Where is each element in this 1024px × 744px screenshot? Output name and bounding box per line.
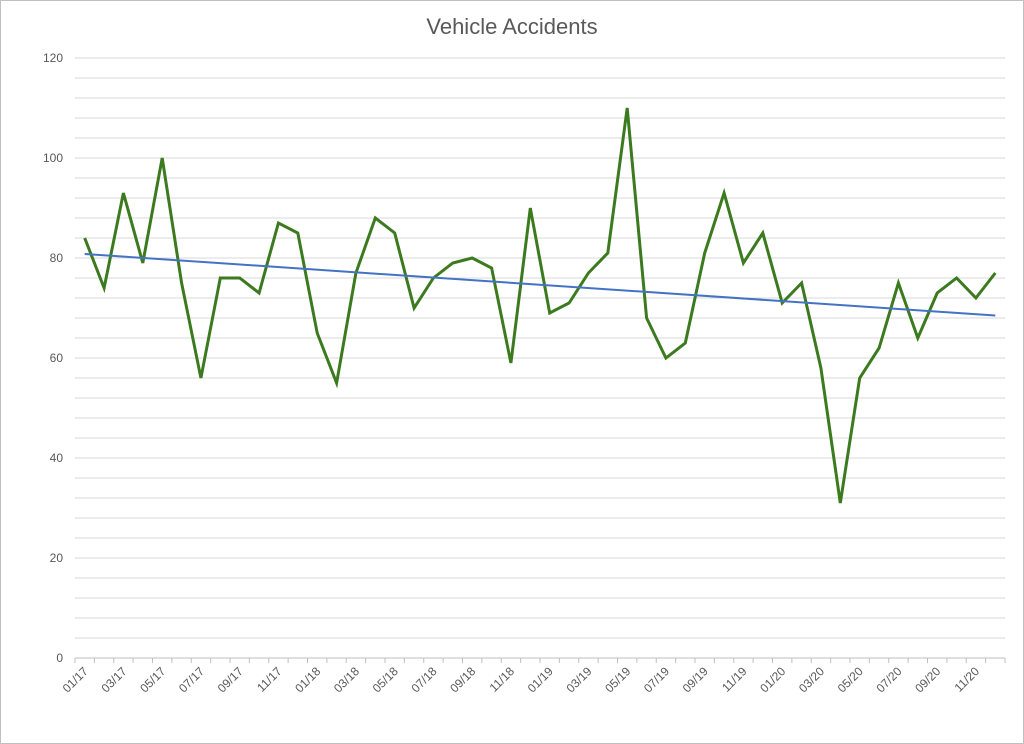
x-tick-label: 01/18 bbox=[292, 664, 323, 695]
gridlines bbox=[75, 57, 1005, 639]
y-tick-label: 100 bbox=[43, 151, 63, 165]
y-tick-label: 20 bbox=[50, 551, 64, 565]
series-line bbox=[83, 107, 997, 504]
y-tick-label: 120 bbox=[43, 51, 63, 65]
x-tick-label: 07/17 bbox=[176, 664, 207, 695]
trendline bbox=[84, 253, 996, 317]
x-tick-label: 07/18 bbox=[408, 664, 439, 695]
x-tick-label: 09/20 bbox=[912, 664, 943, 695]
x-tick-label: 01/20 bbox=[757, 664, 788, 695]
x-tick-label: 09/18 bbox=[447, 664, 478, 695]
y-tick-label: 60 bbox=[50, 351, 64, 365]
y-tick-label: 40 bbox=[50, 451, 64, 465]
x-tick-label: 05/18 bbox=[370, 664, 401, 695]
x-tick-label: 11/20 bbox=[952, 664, 983, 695]
x-tick-label: 01/19 bbox=[525, 664, 556, 695]
y-tick-label: 80 bbox=[50, 251, 64, 265]
x-tick-label: 11/18 bbox=[487, 664, 518, 695]
x-tick-label: 09/17 bbox=[215, 664, 246, 695]
x-tick-label: 05/20 bbox=[835, 664, 866, 695]
series-layer bbox=[83, 107, 997, 504]
x-tick-label: 03/18 bbox=[331, 664, 362, 695]
x-axis: 01/17 03/17 05/17 07/17 09/17 11/17 01/18 03/18… bbox=[60, 657, 1006, 695]
x-tick-label: 07/19 bbox=[641, 664, 672, 695]
x-tick-label: 01/17 bbox=[60, 664, 91, 695]
x-tick-label: 11/19 bbox=[719, 664, 750, 695]
x-tick-label: 05/19 bbox=[602, 664, 633, 695]
x-tick-label: 03/20 bbox=[796, 664, 827, 695]
chart-title: Vehicle Accidents bbox=[426, 14, 597, 39]
x-tick-label: 03/17 bbox=[98, 664, 129, 695]
y-tick-label: 0 bbox=[56, 651, 63, 665]
x-tick-label: 09/19 bbox=[680, 664, 711, 695]
x-tick-label: 03/19 bbox=[563, 664, 594, 695]
x-tick-label: 07/20 bbox=[873, 664, 904, 695]
x-tick-label: 11/17 bbox=[254, 664, 285, 695]
y-axis-tick-labels: 0 20 40 60 80 100 120 bbox=[43, 51, 63, 665]
x-tick-label: 05/17 bbox=[137, 664, 168, 695]
